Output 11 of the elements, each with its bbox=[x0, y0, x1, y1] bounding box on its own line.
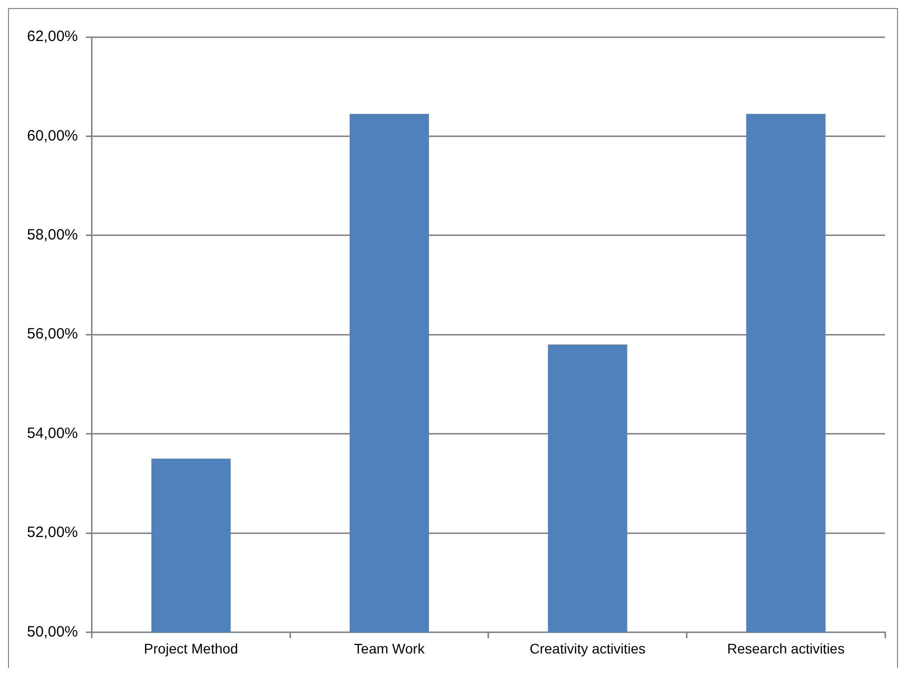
y-tick-label: 58,00% bbox=[27, 226, 78, 244]
y-tick-label: 56,00% bbox=[27, 326, 78, 343]
y-tick-label: 54,00% bbox=[27, 424, 78, 442]
x-tick-label: Team Work bbox=[354, 640, 426, 656]
x-tick-label: Creativity activities bbox=[530, 640, 646, 656]
y-tick-label: 50,00% bbox=[27, 623, 78, 640]
y-tick-label: 52,00% bbox=[27, 524, 78, 542]
x-tick-label: Project Method bbox=[144, 640, 238, 656]
y-tick-label: 62,00% bbox=[27, 28, 78, 46]
y-tick-label: 60,00% bbox=[27, 127, 78, 144]
x-tick-label: Research activities bbox=[727, 640, 845, 656]
